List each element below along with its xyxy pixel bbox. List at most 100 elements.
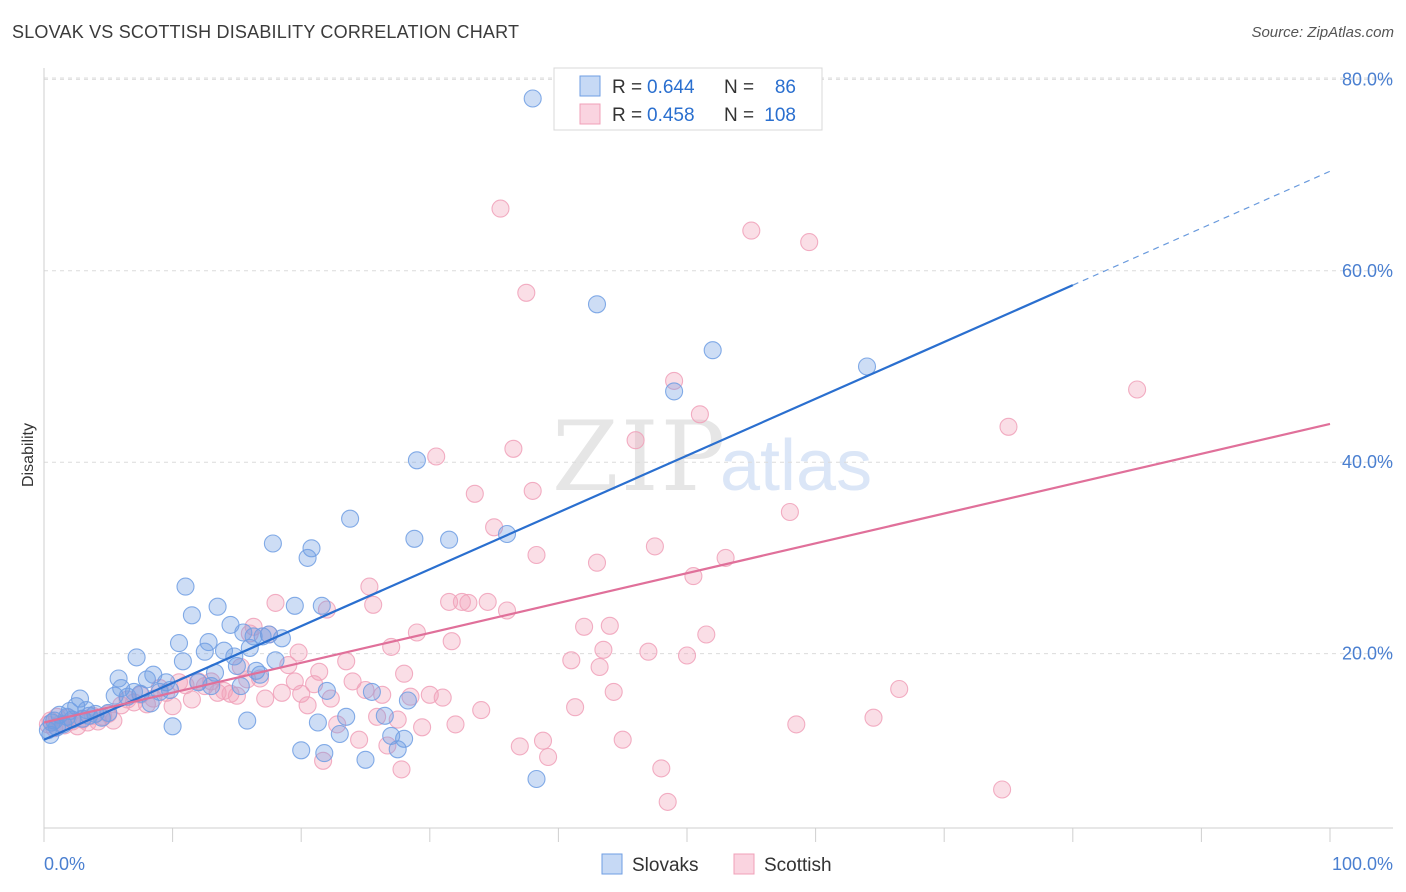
data-point [234,623,253,642]
data-point [378,736,397,755]
data-point [312,596,331,615]
gridlines [44,77,1393,655]
data-point [173,652,192,671]
data-point [292,684,311,703]
data-point [407,451,426,470]
data-point [504,439,523,458]
data-point [266,593,285,612]
data-point [182,690,201,709]
series-legend: Slovaks Scottish [601,853,832,876]
data-point [109,669,128,688]
trend-line-slovaks-extension [1072,170,1331,286]
data-point [864,708,883,727]
data-point [600,616,619,635]
data-point [697,625,716,644]
legend-r-label-scottish: R = [612,105,642,126]
trend-line-scottish [43,422,1331,724]
x-tick-label-max: 100.0% [1332,854,1393,874]
data-point [562,651,581,670]
data-point [395,664,414,683]
data-point [244,617,263,636]
data-point [703,341,722,360]
legend-n-label-slovaks: N = [724,77,754,98]
watermark-atlas: atlas [720,426,872,506]
data-point [626,431,645,450]
legend-r-value-slovaks: 0.644 [647,77,695,98]
data-point [310,662,329,681]
data-point [356,680,375,700]
data-point [285,596,304,615]
y-axis-label: Disability [20,423,37,487]
data-point [208,683,227,702]
data-point [163,717,182,736]
data-point [317,681,336,700]
data-point [163,697,182,716]
data-point [491,199,510,218]
data-point [388,740,407,759]
data-point [587,295,607,314]
watermark-zip: ZIP [552,401,727,513]
data-point [527,545,546,565]
data-point [510,737,529,756]
data-point [427,447,446,466]
data-point [395,729,414,748]
data-point [308,713,327,732]
y-tick-label: 20.0% [1342,644,1393,664]
data-point [780,502,799,522]
data-point [392,760,411,779]
data-point [539,747,558,767]
y-tick-label: 80.0% [1342,69,1393,89]
data-point [238,711,257,730]
data-point [433,688,452,707]
data-point [742,221,761,240]
data-point [413,718,432,737]
data-point [298,548,317,567]
data-point [440,592,459,611]
data-point [373,685,392,704]
chart-title: SLOVAK VS SCOTTISH DISABILITY CORRELATIO… [12,22,520,42]
data-point [137,670,156,689]
legend-n-label-scottish: N = [724,105,754,126]
data-point [105,686,124,705]
data-point [314,751,333,770]
series-legend-label-scottish: Scottish [764,855,832,876]
data-point [330,724,349,744]
x-tick-label-min: 0.0% [44,854,85,874]
data-point [195,642,214,661]
data-point [292,741,311,760]
data-point [221,684,240,703]
data-point [208,597,227,616]
data-point [993,780,1012,799]
data-point [665,382,684,401]
data-point [356,750,375,769]
data-point [590,657,609,677]
series-legend-swatch-slovaks [601,853,623,875]
data-point [176,577,195,596]
data-point [613,730,632,749]
legend-r-label-slovaks: R = [612,77,642,98]
data-point [665,371,684,390]
data-point [645,537,664,556]
data-point [523,481,542,500]
data-point [527,769,546,789]
data-point [999,417,1018,436]
data-point [272,683,291,702]
legend-swatch-scottish [579,103,601,125]
data-point [362,682,381,701]
data-point [517,283,536,302]
data-point [677,646,697,665]
legend-n-value-slovaks: 86 [775,77,796,98]
data-point [256,689,275,708]
data-point [182,606,201,625]
data-point [337,707,356,726]
data-point [523,89,542,108]
data-point [652,759,671,778]
data-point [690,405,709,424]
axes [43,68,1393,829]
data-point [169,634,189,653]
trend-lines [43,170,1331,741]
data-point [478,592,497,611]
stats-legend: R = 0.644 N = 86 R = 0.458 N = 108 [553,67,823,131]
data-point [302,539,321,558]
data-point [231,677,250,696]
